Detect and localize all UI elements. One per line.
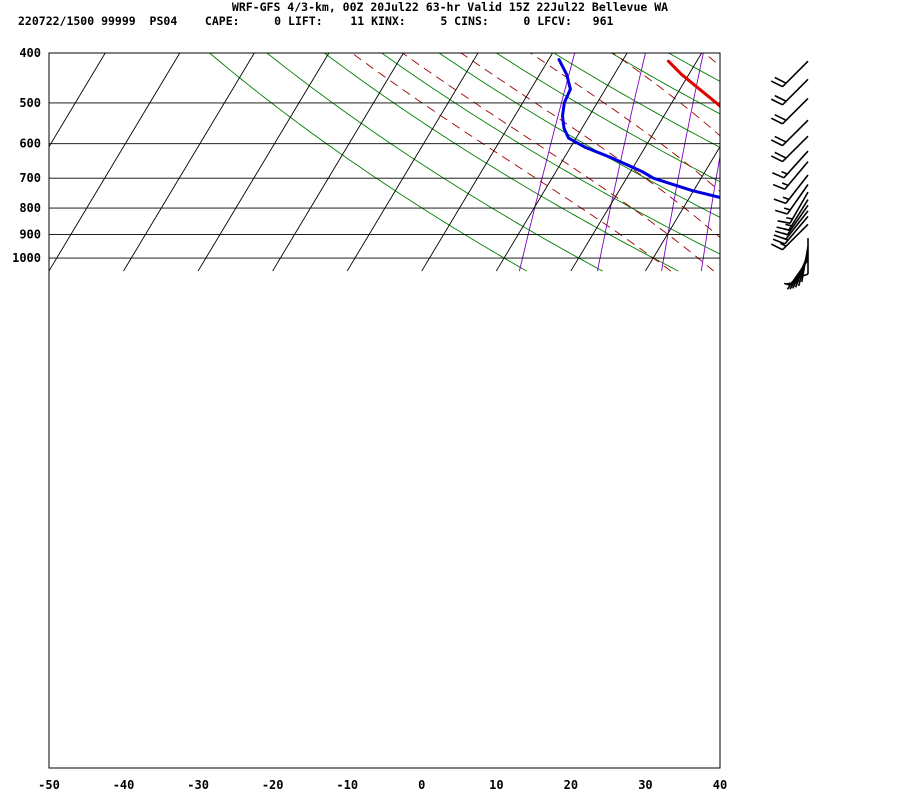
moist-adiabat [869, 42, 900, 272]
dry-adiabat [323, 53, 679, 272]
isotherm [272, 53, 404, 272]
isotherm [197, 53, 330, 272]
mixing-ratio-line [805, 42, 834, 272]
temperature-tick-label: 20 [564, 778, 578, 792]
pressure-tick-label: 1000 [12, 251, 41, 265]
wind-barb [776, 199, 809, 231]
wind-barb [771, 150, 809, 179]
isotherms-and-isobars [49, 42, 900, 272]
sounding-traces [557, 58, 720, 199]
wind-barb [795, 238, 809, 279]
dry-adiabat [553, 53, 720, 148]
dewpoint-trace [557, 58, 720, 199]
temperature-tick-label: -20 [262, 778, 284, 792]
pressure-tick-label: 500 [19, 96, 41, 110]
chart-subtitle-indices: 220722/1500 99999 PS04 CAPE: 0 LIFT: 11 … [18, 14, 614, 28]
dry-adiabat [266, 53, 603, 272]
temperature-tick-label: 40 [713, 778, 727, 792]
pressure-tick-label: 600 [19, 137, 41, 151]
temperature-tick-label: 10 [489, 778, 503, 792]
dry-adiabat [495, 53, 720, 183]
mixing-ratio-line [700, 153, 720, 272]
pressure-tick-label: 700 [19, 171, 41, 185]
isotherm [570, 53, 703, 272]
isotherm [49, 53, 106, 148]
temperature-tick-label: -10 [336, 778, 358, 792]
wind-barb [770, 135, 809, 163]
dry-adiabat [818, 42, 900, 272]
moist-adiabat [401, 53, 715, 272]
pressure-tick-label: 800 [19, 201, 41, 215]
isotherm [421, 53, 554, 272]
isotherm [645, 145, 720, 272]
axis-labels: 400 500 600 700 800 900 1000 -50 -40 -30 -20 -10 0 10… [12, 46, 727, 792]
mixing-ratio-line [518, 53, 576, 272]
isotherm [869, 42, 900, 272]
wind-barb [772, 161, 809, 190]
moist-adiabat [351, 53, 672, 272]
dry-adiabat [208, 53, 527, 272]
wind-barb [770, 97, 809, 125]
wind-barb [773, 174, 809, 205]
isotherm [49, 53, 181, 272]
dry-adiabat [875, 42, 900, 272]
chart-title: WRF-GFS 4/3-km, 00Z 20Jul22 63-hr Valid … [231, 0, 669, 14]
temperature-tick-label: -30 [187, 778, 209, 792]
pressure-tick-label: 900 [19, 227, 41, 241]
dry-adiabat [438, 53, 720, 218]
wind-barb [774, 184, 809, 215]
wind-barb [777, 191, 809, 225]
temperature-tick-label: 30 [638, 778, 652, 792]
mixing-ratio-line [851, 42, 875, 272]
dry-adiabat [610, 53, 720, 115]
wind-barb [770, 119, 809, 147]
isotherm [346, 53, 479, 272]
background-lines [208, 42, 900, 272]
moist-adiabat [529, 53, 720, 193]
wind-barb [770, 78, 809, 106]
wind-barb [770, 60, 809, 88]
mixing-ratio-line [885, 42, 900, 272]
plot-frame [48, 52, 721, 769]
dry-adiabat [380, 53, 720, 255]
wind-barb-column [770, 60, 809, 290]
temperature-tick-label: 0 [418, 778, 425, 792]
isotherm [495, 53, 628, 272]
temperature-tick-label: -50 [38, 778, 60, 792]
mixing-ratio-line [596, 53, 646, 272]
isotherm [794, 42, 900, 272]
isotherm [123, 53, 255, 272]
wind-barb [770, 223, 809, 251]
pressure-tick-label: 400 [19, 46, 41, 60]
temperature-tick-label: -40 [113, 778, 135, 792]
